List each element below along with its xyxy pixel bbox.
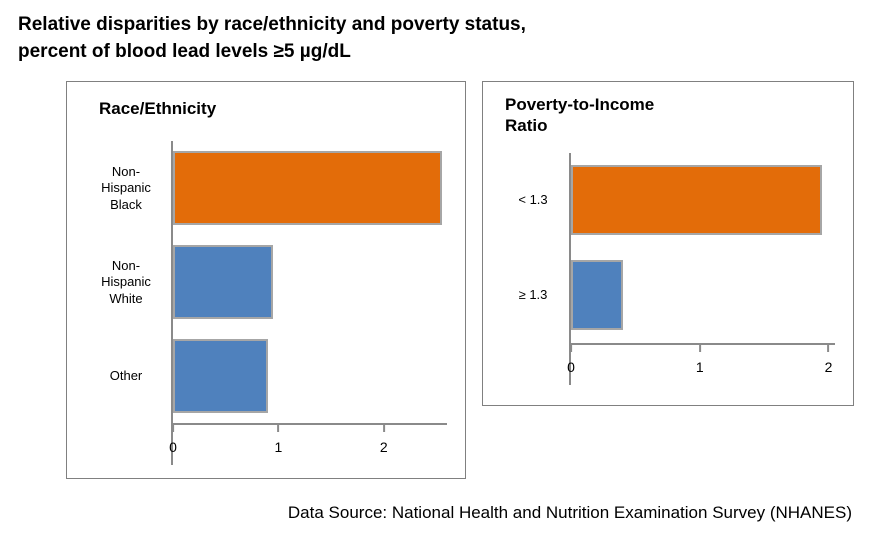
poverty-income-chart: < 1.3 ≥ 1.3 0 1 2 — [497, 152, 839, 385]
data-source-text: Data Source: National Health and Nutriti… — [287, 503, 852, 523]
x-axis-tick-label: 1 — [274, 439, 283, 456]
x-axis-tick-label: 2 — [379, 439, 388, 456]
poverty-income-plot-area: 0 1 2 — [567, 152, 835, 385]
x-axis-tick-label: 2 — [824, 358, 833, 375]
x-axis-tick-label: 0 — [169, 439, 177, 456]
poverty-income-x-axis: 0 1 2 — [567, 342, 835, 385]
bar-below-1-3 — [571, 165, 823, 236]
x-axis-tick: 0 — [169, 425, 177, 455]
bar-other — [173, 339, 268, 414]
bar-at-or-above-1-3 — [571, 260, 623, 331]
race-ethnicity-category-labels: Non-Hispanic Black Non-Hispanic White Ot… — [81, 141, 171, 465]
category-label-other: Other — [109, 368, 143, 384]
bar-track — [173, 329, 447, 423]
x-axis-tick-mark — [277, 425, 280, 433]
x-axis-tick-mark — [382, 425, 385, 433]
x-axis-tick-label: 0 — [567, 358, 575, 375]
x-axis-tick-mark — [827, 344, 830, 352]
charts-row: Race/Ethnicity Non-Hispanic Black Non-Hi… — [66, 81, 860, 480]
bar-track — [571, 248, 835, 343]
page: Relative disparities by race/ethnicity a… — [18, 14, 860, 523]
x-axis-tick: 1 — [274, 425, 282, 455]
category-label-non-hispanic-white: Non-Hispanic White — [101, 258, 151, 306]
poverty-income-category-labels: < 1.3 ≥ 1.3 — [497, 153, 569, 385]
x-axis-tick-mark — [698, 344, 701, 352]
poverty-income-chart-title: Poverty-to-Income Ratio — [505, 95, 655, 136]
category-label-non-hispanic-black: Non-Hispanic Black — [101, 164, 151, 212]
x-axis-tick-label: 1 — [695, 358, 704, 375]
bar-track — [173, 141, 447, 235]
category-label-below-1-3: < 1.3 — [518, 192, 548, 208]
x-axis-tick: 2 — [824, 344, 833, 375]
x-axis-tick-mark — [171, 425, 174, 433]
race-ethnicity-chart: Non-Hispanic Black Non-Hispanic White Ot… — [81, 141, 451, 466]
race-ethnicity-chart-title: Race/Ethnicity — [99, 99, 217, 119]
bar-track — [173, 235, 447, 329]
x-axis-tick: 1 — [695, 344, 704, 375]
x-axis-tick: 0 — [567, 344, 575, 375]
x-axis-tick-mark — [569, 344, 572, 352]
x-axis-tick: 2 — [380, 425, 388, 455]
bar-track — [571, 153, 835, 248]
race-ethnicity-x-axis: 0 1 2 — [169, 423, 447, 465]
bar-non-hispanic-white — [173, 245, 274, 320]
page-title: Relative disparities by race/ethnicity a… — [18, 14, 526, 62]
poverty-income-chart-panel: Poverty-to-Income Ratio < 1.3 ≥ 1.3 0 1 2 — [482, 81, 854, 407]
bar-non-hispanic-black — [173, 151, 442, 226]
category-label-at-or-above-1-3: ≥ 1.3 — [518, 287, 548, 303]
race-ethnicity-chart-panel: Race/Ethnicity Non-Hispanic Black Non-Hi… — [66, 81, 466, 480]
race-ethnicity-plot-area: 0 1 2 — [169, 141, 447, 466]
